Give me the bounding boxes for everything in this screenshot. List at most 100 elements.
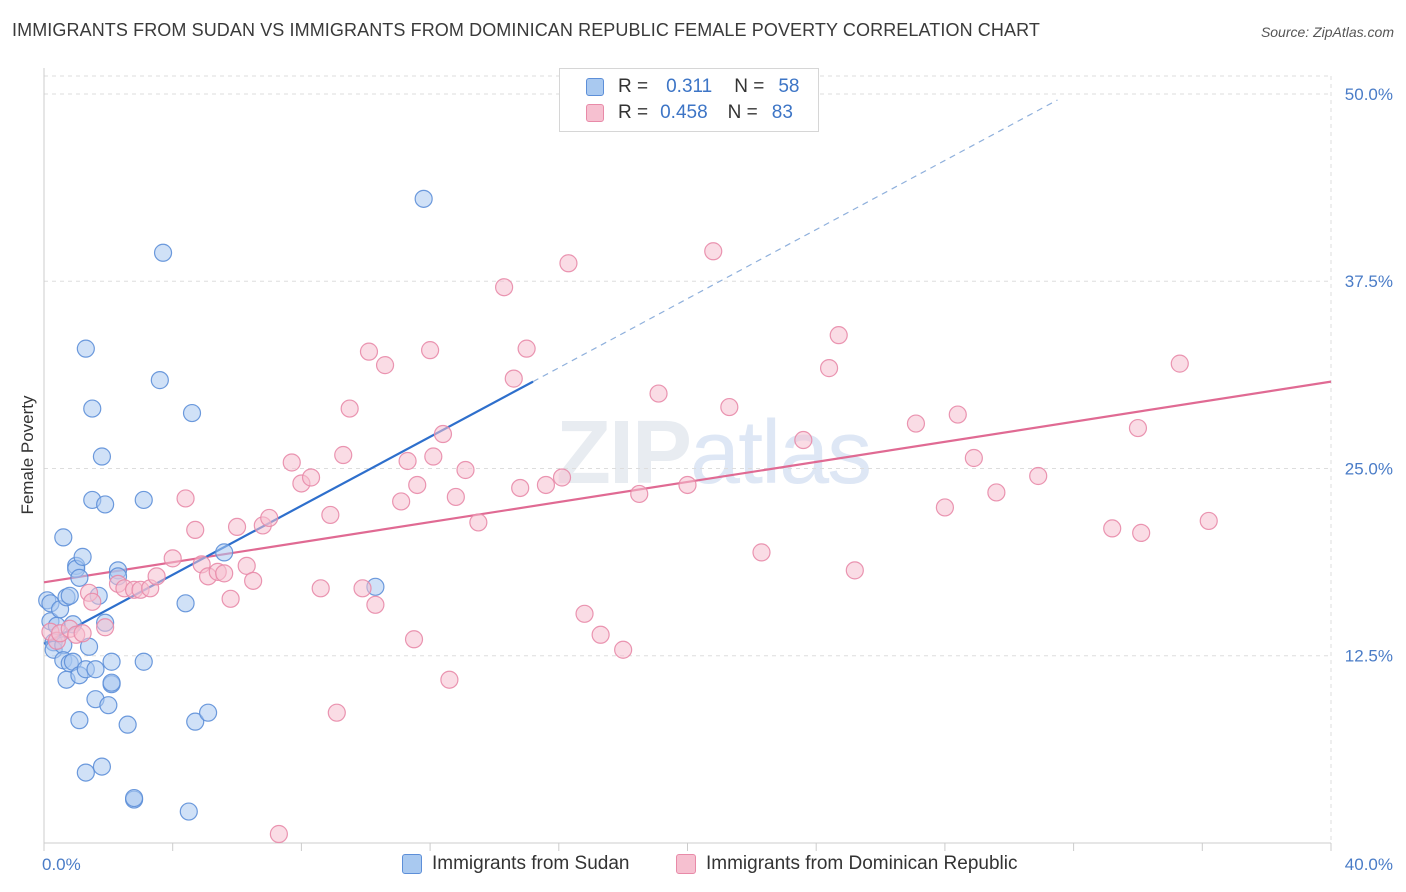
dominican-point [327, 703, 346, 722]
sudan-point [73, 547, 92, 566]
dominican-point [794, 430, 813, 450]
sudan-point [83, 399, 102, 418]
legend-n-value: 58 [778, 76, 800, 97]
dominican-point [504, 369, 523, 388]
dominican-point [433, 424, 453, 444]
watermark: ZIPatlas [556, 402, 872, 505]
sudan-point [134, 652, 153, 671]
dominican-point [237, 556, 256, 575]
dominican-point [752, 543, 771, 562]
dominican-point [536, 475, 556, 495]
grid [44, 75, 1332, 843]
dominican-point [1132, 523, 1151, 543]
sudan-point [92, 447, 112, 466]
dominican-point [829, 326, 848, 345]
dominican-point [176, 489, 195, 508]
sudan-point [70, 568, 89, 587]
dominican-point [73, 624, 92, 643]
legend-n-label: N = [727, 102, 758, 123]
dominican-point [1103, 519, 1122, 538]
legend-row-dominican: R = 0.458 N = 83 [586, 100, 793, 126]
dominican-point [260, 508, 279, 528]
dominican-point [948, 405, 967, 424]
dominican-point [375, 356, 395, 375]
bottom-legend-label-dominican: Immigrants from Dominican Republic [706, 853, 1018, 874]
dominican-point [269, 824, 288, 844]
dominican-point [935, 498, 955, 517]
dominican-point [83, 592, 102, 611]
dominican-point [147, 567, 166, 586]
sudan-point [215, 543, 234, 562]
sudan-point [179, 802, 198, 821]
sudan-point [102, 652, 121, 671]
dominican-point [1128, 418, 1148, 438]
dominican-point [630, 484, 649, 504]
dominican-point [215, 564, 234, 583]
dominican-point [404, 630, 424, 649]
dominican-point [495, 278, 514, 297]
legend-r-value: 0.311 [666, 76, 713, 97]
sudan-point [76, 339, 95, 358]
dominican-point [575, 604, 594, 623]
tick-labels: 12.5% 25.0% 37.5% 50.0% 0.0% 40.0% [42, 85, 1393, 874]
legend-r-label: R = [618, 76, 649, 97]
sudan-point [186, 712, 205, 731]
dominican-point [511, 478, 530, 498]
legend-row-sudan: R = 0.311 N = 58 [586, 74, 800, 100]
sudan-point [134, 490, 153, 510]
dominican-point [906, 414, 926, 433]
dominican-point [392, 492, 411, 511]
x-tick-label: 40.0% [1345, 855, 1393, 874]
y-axis-label: Female Poverty [18, 395, 37, 515]
dominican-point [282, 453, 301, 472]
dominican-point [456, 460, 475, 480]
dominican-point [1029, 466, 1048, 486]
dominican-point [301, 468, 321, 487]
bottom-legend-swatch-dominican [676, 854, 696, 874]
dominican-point [311, 579, 330, 598]
dominican-point [819, 359, 839, 378]
sudan-point [153, 243, 173, 262]
dominican-point [964, 448, 983, 468]
dominican-point [186, 520, 205, 540]
sudan-point [76, 763, 95, 782]
dominican-point [163, 549, 182, 568]
dominican-point [1199, 511, 1218, 531]
sudan-point [70, 711, 89, 730]
sudan-point [198, 703, 218, 722]
sudan-point [118, 715, 137, 734]
dominican-point [559, 254, 578, 273]
sudan-point [182, 403, 202, 423]
dominican-point [987, 483, 1006, 502]
data-points [38, 189, 1218, 844]
dominican-point [421, 341, 440, 360]
dominican-point [244, 571, 263, 590]
y-tick-label: 12.5% [1345, 647, 1393, 666]
sudan-trend-line [43, 380, 534, 645]
dominican-point [398, 451, 417, 471]
legend-n-label: N = [734, 76, 765, 97]
dominican-point [340, 399, 359, 418]
legend-r-value: 0.458 [660, 102, 708, 123]
dominican-point [469, 513, 488, 532]
x-tick-label: 0.0% [42, 855, 81, 874]
axes [43, 68, 1332, 851]
y-tick-label: 37.5% [1345, 272, 1393, 291]
sudan-point [54, 528, 73, 547]
dominican-point [440, 670, 459, 689]
trend-lines [43, 99, 1332, 645]
dominican-point [221, 589, 240, 608]
sudan-point [414, 189, 433, 208]
sudan-point [86, 660, 105, 679]
watermark-zip: ZIP [556, 403, 692, 503]
dominican-point [704, 242, 723, 261]
dominican-point [591, 625, 610, 644]
sudan-point [124, 788, 144, 808]
chart-title: IMMIGRANTS FROM SUDAN VS IMMIGRANTS FROM… [12, 20, 1040, 40]
dominican-point [678, 475, 697, 495]
dominican-point [720, 397, 739, 417]
dominican-point [321, 505, 340, 525]
dominican-point [408, 475, 427, 495]
watermark-atlas: atlas [690, 403, 872, 503]
